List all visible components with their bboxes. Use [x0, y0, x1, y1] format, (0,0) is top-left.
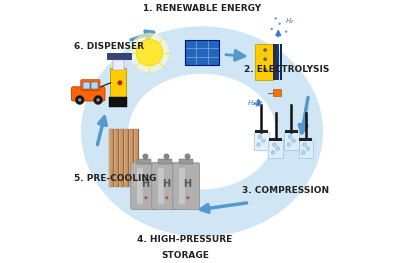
- Circle shape: [256, 105, 258, 107]
- FancyBboxPatch shape: [124, 129, 128, 187]
- FancyBboxPatch shape: [107, 53, 131, 59]
- FancyBboxPatch shape: [185, 40, 219, 65]
- FancyBboxPatch shape: [273, 89, 281, 96]
- FancyBboxPatch shape: [284, 132, 299, 150]
- Text: H: H: [162, 179, 170, 189]
- FancyBboxPatch shape: [129, 129, 130, 187]
- FancyBboxPatch shape: [72, 87, 105, 101]
- Text: ◆: ◆: [143, 195, 147, 200]
- FancyBboxPatch shape: [124, 129, 129, 187]
- FancyBboxPatch shape: [255, 44, 273, 79]
- FancyBboxPatch shape: [109, 129, 110, 187]
- FancyBboxPatch shape: [114, 129, 115, 187]
- FancyBboxPatch shape: [269, 138, 282, 141]
- Circle shape: [292, 139, 295, 143]
- Circle shape: [306, 147, 310, 150]
- FancyBboxPatch shape: [255, 130, 268, 133]
- FancyBboxPatch shape: [129, 129, 134, 187]
- FancyBboxPatch shape: [268, 140, 283, 158]
- Circle shape: [94, 95, 103, 104]
- FancyBboxPatch shape: [124, 129, 125, 187]
- Circle shape: [136, 39, 162, 66]
- FancyBboxPatch shape: [81, 80, 100, 90]
- Circle shape: [271, 151, 275, 154]
- Circle shape: [288, 135, 292, 139]
- FancyBboxPatch shape: [109, 97, 126, 107]
- Circle shape: [301, 151, 305, 154]
- FancyBboxPatch shape: [134, 129, 135, 187]
- Circle shape: [96, 98, 100, 102]
- Circle shape: [274, 17, 277, 20]
- Circle shape: [258, 135, 262, 139]
- Circle shape: [143, 154, 148, 159]
- FancyBboxPatch shape: [254, 132, 269, 150]
- FancyBboxPatch shape: [120, 129, 124, 187]
- FancyBboxPatch shape: [134, 129, 138, 187]
- Circle shape: [164, 154, 169, 159]
- Text: 1. RENEWABLE ENERGY: 1. RENEWABLE ENERGY: [143, 4, 261, 13]
- Circle shape: [285, 30, 287, 33]
- FancyBboxPatch shape: [91, 82, 98, 89]
- Text: STORAGE: STORAGE: [161, 251, 209, 260]
- FancyBboxPatch shape: [276, 44, 279, 79]
- Circle shape: [75, 95, 84, 104]
- Text: H₂: H₂: [286, 18, 294, 24]
- Circle shape: [260, 101, 262, 103]
- FancyBboxPatch shape: [299, 140, 313, 158]
- FancyBboxPatch shape: [299, 138, 312, 141]
- FancyBboxPatch shape: [109, 129, 114, 187]
- Text: 4. HIGH-PRESSURE: 4. HIGH-PRESSURE: [137, 235, 233, 244]
- FancyBboxPatch shape: [83, 82, 90, 89]
- FancyBboxPatch shape: [109, 129, 114, 187]
- Text: H₂O: H₂O: [248, 100, 261, 106]
- FancyBboxPatch shape: [158, 168, 164, 204]
- FancyBboxPatch shape: [119, 129, 123, 187]
- Circle shape: [78, 98, 82, 102]
- Circle shape: [263, 57, 267, 61]
- Circle shape: [303, 143, 306, 146]
- Circle shape: [185, 154, 190, 159]
- Text: ◆: ◆: [164, 195, 168, 200]
- FancyBboxPatch shape: [179, 159, 194, 164]
- FancyBboxPatch shape: [110, 68, 126, 99]
- FancyBboxPatch shape: [158, 159, 172, 164]
- Text: H: H: [183, 179, 191, 189]
- Circle shape: [287, 143, 290, 146]
- FancyBboxPatch shape: [131, 163, 158, 209]
- FancyBboxPatch shape: [114, 129, 119, 187]
- FancyBboxPatch shape: [114, 129, 118, 187]
- FancyBboxPatch shape: [280, 44, 282, 79]
- Circle shape: [271, 28, 273, 30]
- Circle shape: [254, 103, 256, 105]
- Text: ◆: ◆: [186, 195, 189, 200]
- Text: 3. COMPRESSION: 3. COMPRESSION: [242, 186, 330, 195]
- Circle shape: [263, 68, 267, 72]
- FancyBboxPatch shape: [179, 168, 185, 204]
- Circle shape: [257, 143, 261, 146]
- Ellipse shape: [81, 26, 323, 237]
- FancyBboxPatch shape: [285, 130, 298, 133]
- FancyBboxPatch shape: [135, 129, 139, 187]
- Text: 5. PRE-COOLING: 5. PRE-COOLING: [74, 174, 157, 183]
- Circle shape: [130, 33, 169, 72]
- Text: 6. DISPENSER: 6. DISPENSER: [74, 42, 145, 50]
- FancyBboxPatch shape: [128, 129, 133, 187]
- Text: H: H: [141, 179, 149, 189]
- Circle shape: [272, 143, 276, 146]
- FancyBboxPatch shape: [273, 44, 276, 79]
- Circle shape: [276, 147, 280, 150]
- Circle shape: [263, 48, 267, 52]
- FancyBboxPatch shape: [173, 163, 200, 209]
- Circle shape: [261, 139, 265, 143]
- Ellipse shape: [128, 74, 276, 189]
- FancyBboxPatch shape: [152, 163, 179, 209]
- FancyBboxPatch shape: [113, 60, 124, 70]
- Circle shape: [278, 22, 281, 25]
- FancyBboxPatch shape: [137, 168, 143, 204]
- FancyBboxPatch shape: [137, 159, 151, 164]
- Circle shape: [118, 81, 122, 85]
- Text: 2. ELECTROLYSIS: 2. ELECTROLYSIS: [244, 65, 330, 74]
- FancyBboxPatch shape: [119, 129, 120, 187]
